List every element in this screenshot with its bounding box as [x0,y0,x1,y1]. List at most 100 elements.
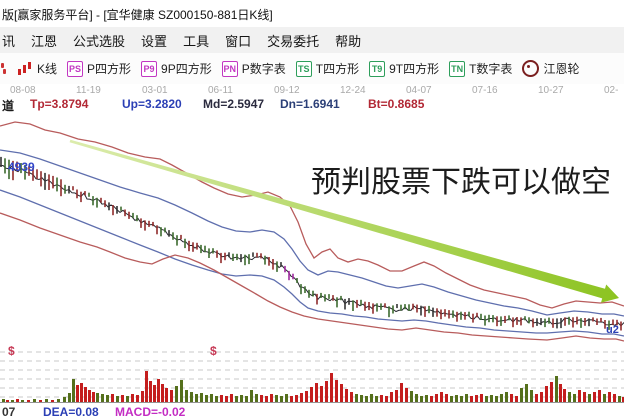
menu-item-5[interactable]: 工具 [183,33,210,49]
indicator-bar: 道 Tp=3.8794 Up=3.2820 Md=2.5947 Dn=1.6941 Bt=… [0,97,624,113]
toolbar-button-P四方形[interactable]: PS P四方形 [67,60,131,77]
volume-bar [185,390,188,402]
volume-bar [33,399,36,402]
volume-bar [165,388,168,402]
menu-item-8[interactable]: 帮助 [335,33,362,49]
volume-bar [622,397,624,402]
volume-bar [325,381,328,402]
volume-bar [583,392,586,402]
volume-bar [490,395,493,402]
toolbar-button-T数字表[interactable]: TN T数字表 [449,60,512,77]
menu-item-6[interactable]: 窗口 [225,33,252,49]
volume-bar [608,392,611,402]
volume-bar [161,384,164,402]
edge-label: u2 [606,324,619,336]
volume-bar [480,394,483,402]
window-title: 版[赢家服务平台] - [宜华健康 SZ000150-881日K线] [2,8,273,22]
volume-bar [111,394,114,402]
date-tick-label: 06-11 [208,85,233,96]
menu-bar: 讯江恩 公式选股 设置 工具 窗口 交易委托 帮助 [0,27,624,53]
toolbar-button-label: P数字表 [241,62,286,76]
toolbar-button-label: 江恩轮 [543,62,580,76]
volume-bar [335,380,338,402]
volume-bar [106,395,109,402]
date-axis: 08-08 11-19 03-01 06-11 09-12 12-24 04-07 07-16… [0,84,624,107]
toolbar-button-T四方形[interactable]: TS T四方形 [295,60,359,77]
volume-bar [515,396,518,402]
toolbar-button-K线[interactable]: K线 [17,60,57,77]
volume-bar [63,397,66,402]
volume-bar [465,394,468,402]
macd-status-bar: 07 DEA=0.08 MACD=-0.02 [0,403,624,419]
volume-bar [51,400,54,402]
volume-bar [390,392,393,402]
volume-bar [96,393,99,402]
volume-bar [340,384,343,402]
menu-item-1[interactable]: 讯 [2,33,16,49]
menu-item-2[interactable]: 江恩 [31,33,58,49]
volume-bar [445,394,448,402]
toolbar-button-9T四方形[interactable]: T9 9T四方形 [369,60,439,77]
volume-bar [435,394,438,402]
volume-bar [153,385,156,402]
volume-bar [230,394,233,402]
volume-bar [21,400,24,402]
toolbar-button-P数字表[interactable]: PN P数字表 [221,60,286,77]
volume-bar [530,390,533,402]
volume-bar [220,395,223,402]
volume-bar [6,400,9,402]
volume-bar [330,373,333,402]
volume-bar [205,395,208,402]
volume-bar [116,396,119,402]
menu-item-3[interactable]: 公式选股 [73,33,126,49]
volume-bar [320,386,323,402]
volume-bar [200,393,203,402]
volume-bar [415,394,418,402]
volume-bar [280,396,283,402]
T9-badge-icon: T9 [369,60,386,77]
dif-value-clipped: 07 [2,405,16,419]
volume-bar [420,396,423,402]
volume-bar [593,392,596,402]
indicator-value: Tp=3.8794 [30,97,89,111]
date-tick-label: 11-19 [76,85,101,96]
toolbar-button-江恩轮[interactable]: 江恩轮 [522,60,579,77]
title-bar: 版[赢家服务平台] - [宜华健康 SZ000150-881日K线] [0,0,624,27]
volume-bar [300,393,303,402]
toolbar-button-partial[interactable] [1,62,7,76]
volume-bar [2,399,5,402]
volume-bar [295,395,298,402]
dollar-marker: $ [8,344,15,358]
menu-item-4[interactable]: 设置 [141,33,168,49]
volume-bar [425,395,428,402]
volume-bar [170,390,173,402]
volume-bar [578,390,581,402]
volume-bar [430,396,433,402]
volume-bar [175,386,178,402]
volume-bar [157,379,160,402]
clipped-button-icon [1,62,7,76]
volume-bar [39,400,42,402]
volume-bar [310,387,313,402]
band-tp-line [0,121,624,309]
toolbar-button-label: K线 [37,62,58,76]
menu-item-7[interactable]: 交易委托 [267,33,320,49]
volume-bar [76,385,79,402]
kline-icon [17,61,33,76]
date-tick-label: 08-08 [10,85,36,96]
volume-bar [240,395,243,402]
volume-bar [11,400,14,402]
volume-bar [355,394,358,402]
volume-bar [440,392,443,402]
volume-bar [535,394,538,402]
volume-bar [45,399,48,402]
volume-bar [559,384,562,402]
toolbar-button-label: T数字表 [469,62,513,76]
volume-bar [485,396,488,402]
dea-value: DEA=0.08 [43,405,99,419]
date-tick-label: 03-01 [142,85,168,96]
volume-bar [563,389,566,402]
toolbar-button-9P四方形[interactable]: P9 9P四方形 [141,60,212,77]
annotation-text: 预判股票下跌可以做空 [311,166,611,199]
volume-bar [365,396,368,402]
